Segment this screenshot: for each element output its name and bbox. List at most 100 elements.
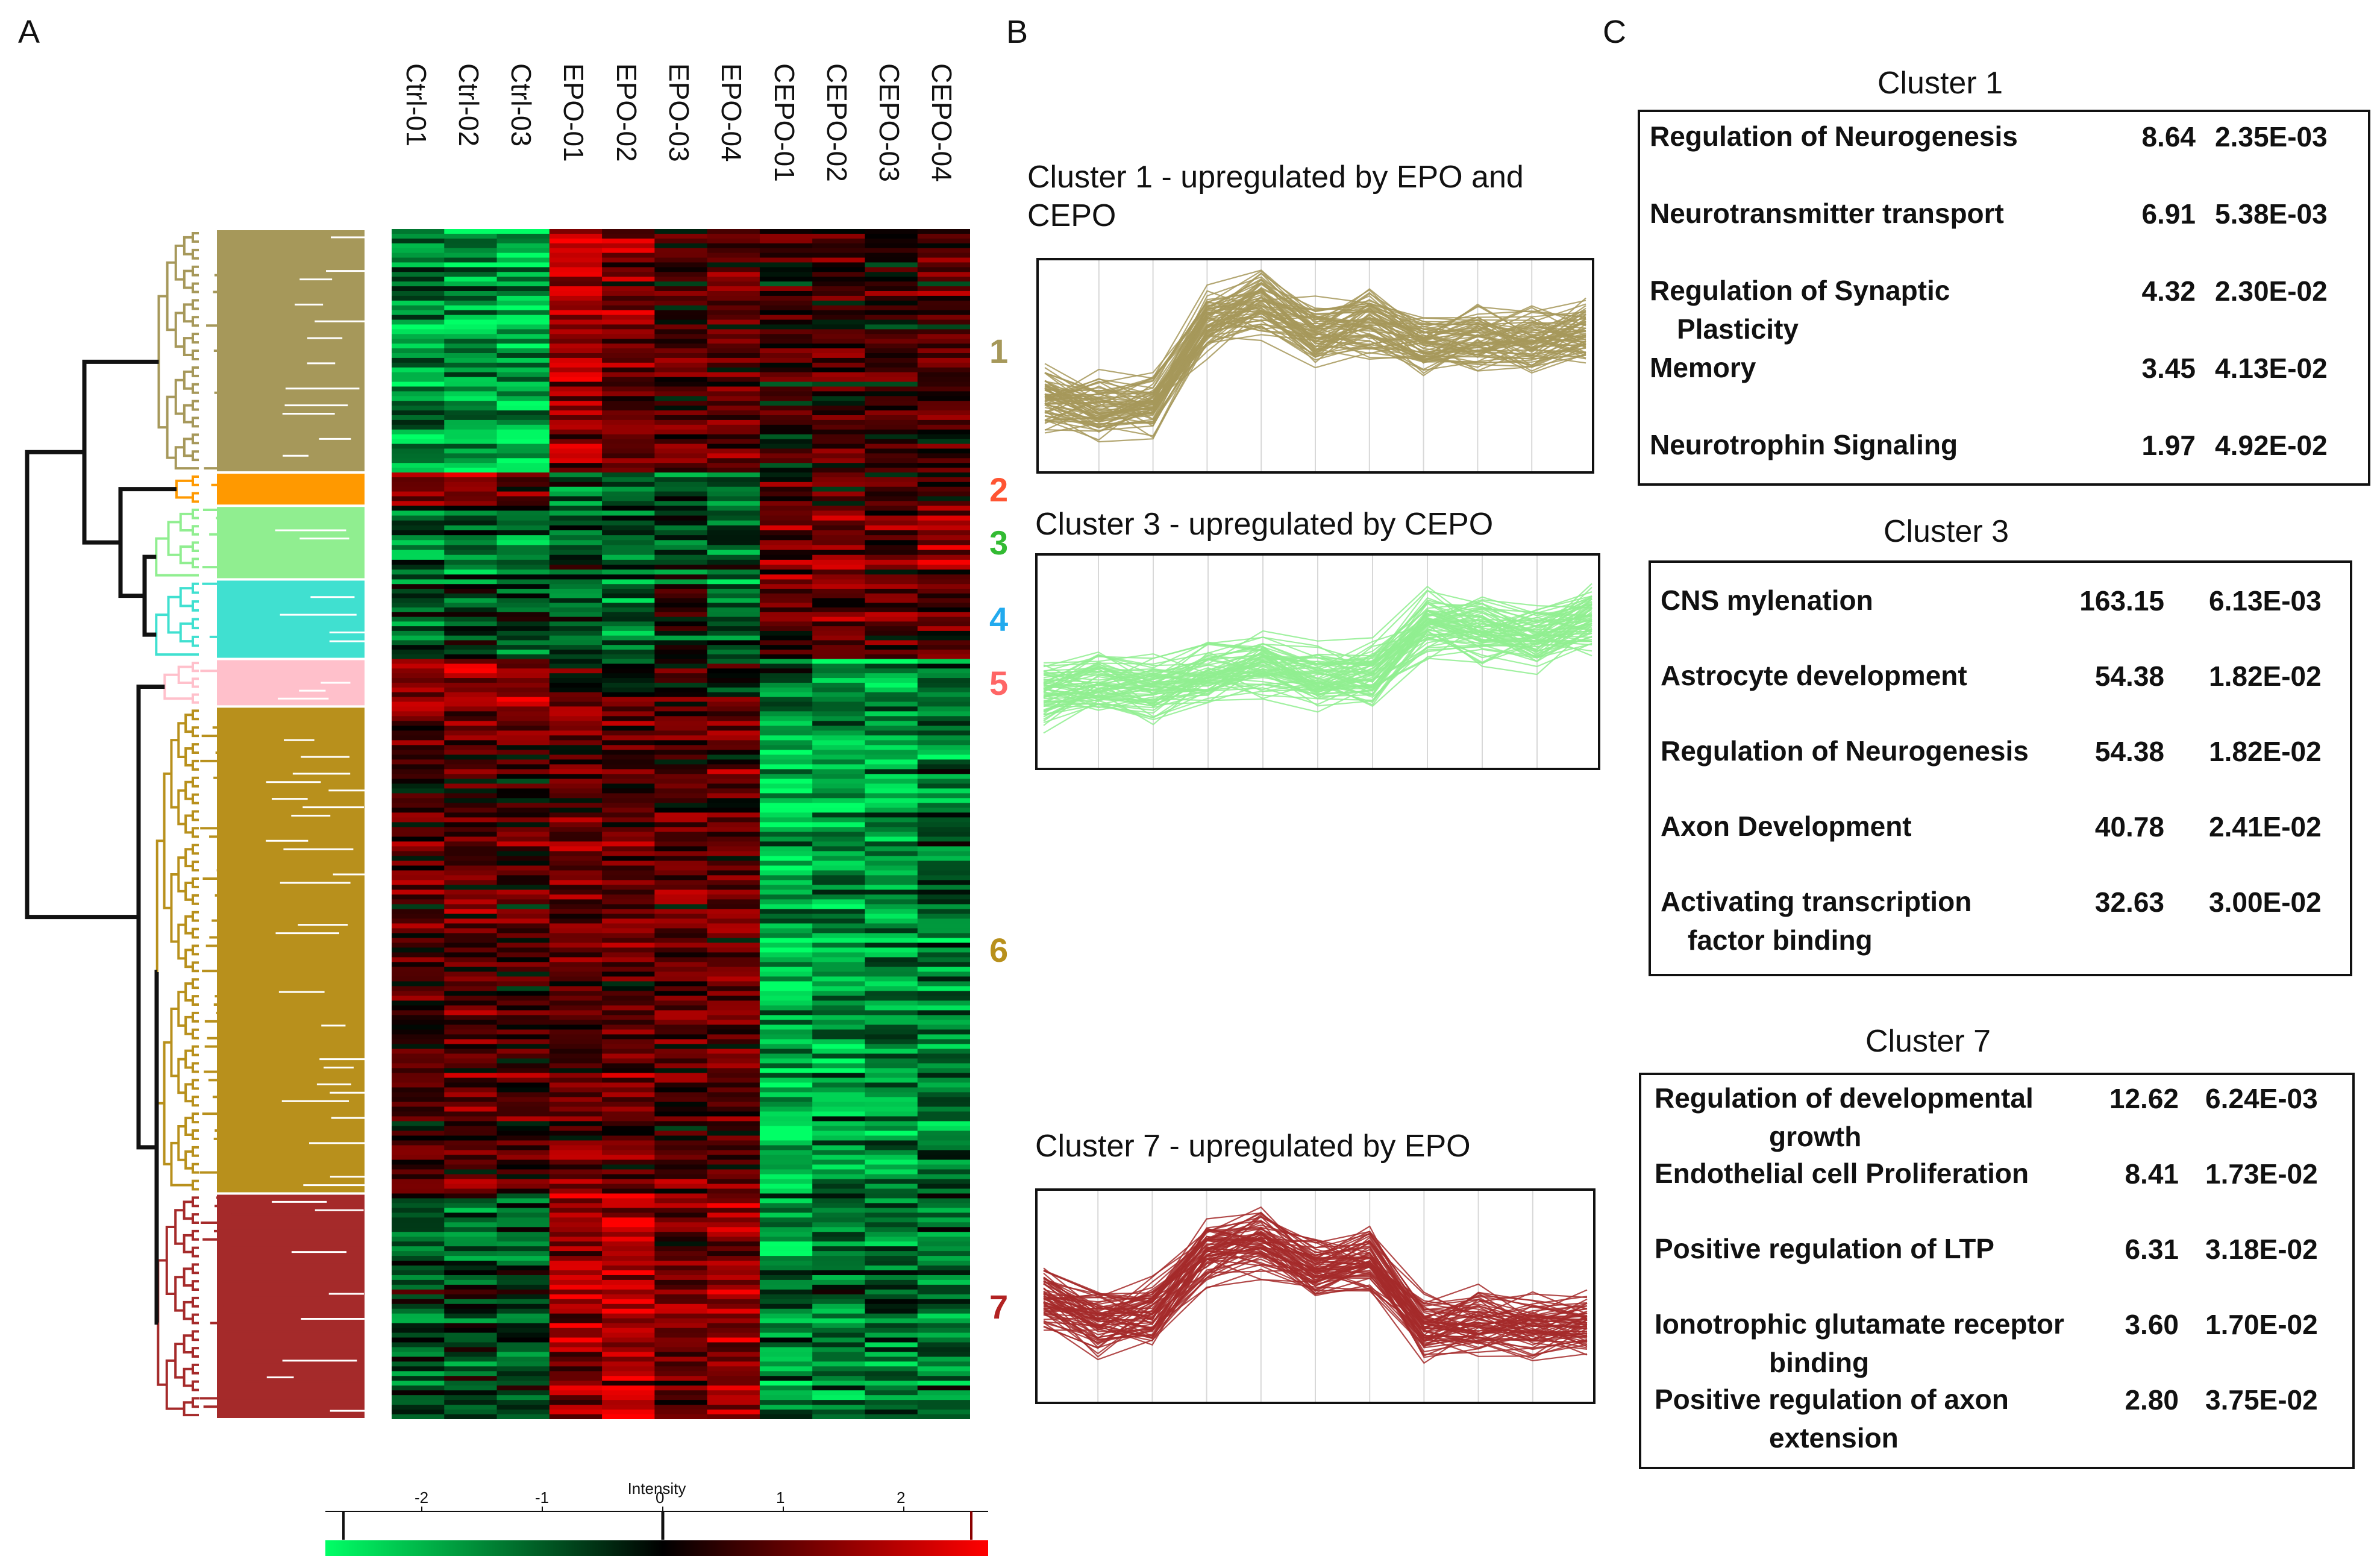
heatmap-cell [707, 453, 760, 459]
dendrogram-branch [192, 333, 199, 344]
heatmap-cell [392, 377, 445, 383]
heatmap-cell [707, 1159, 760, 1165]
heatmap-cell [602, 1299, 655, 1305]
heatmap-cell [444, 861, 498, 867]
heatmap-cell [496, 716, 550, 721]
heatmap-cell [707, 1145, 760, 1151]
heatmap-cell [444, 419, 498, 425]
heatmap-cell [917, 788, 970, 794]
heatmap-cell [917, 453, 970, 459]
heatmap-cell [654, 1410, 708, 1415]
heatmap-cell [759, 1232, 813, 1237]
dendrogram-branch [192, 299, 199, 310]
heatmap-cell [865, 880, 918, 886]
heatmap-cell [392, 569, 445, 575]
heatmap-cell [654, 1385, 708, 1391]
heatmap-cell [602, 783, 655, 789]
heatmap-cell [707, 540, 760, 546]
heatmap-cell [812, 889, 866, 895]
heatmap-cell [707, 233, 760, 239]
heatmap-cell [917, 1029, 970, 1035]
heatmap-cell [392, 424, 445, 430]
heatmap-cell [865, 257, 918, 263]
heatmap-cell [812, 952, 866, 958]
heatmap-cell [602, 1010, 655, 1016]
heatmap-cell [865, 267, 918, 272]
heatmap-cell [917, 909, 970, 915]
heatmap-cell [496, 248, 550, 254]
heatmap-cell [707, 626, 760, 632]
heatmap-cell [654, 439, 708, 445]
heatmap-cell [707, 1266, 760, 1271]
heatmap-cell [865, 300, 918, 306]
heatmap-cell [392, 711, 445, 717]
heatmap-cell [496, 1015, 550, 1021]
heatmap-cell [392, 967, 445, 973]
heatmap-cell [917, 1188, 970, 1194]
heatmap-cell [917, 1342, 970, 1348]
go-table-cluster-7 [1639, 1073, 2355, 1469]
heatmap-cell [865, 429, 918, 435]
heatmap-cell [707, 697, 760, 703]
heatmap-cell [654, 682, 708, 688]
heatmap-cell [654, 277, 708, 282]
heatmap-cell [602, 238, 655, 244]
heatmap-cell [759, 506, 813, 512]
heatmap-cell [759, 1131, 813, 1137]
heatmap-cell [812, 798, 866, 803]
heatmap-cell [917, 406, 970, 411]
heatmap-cell [812, 1251, 866, 1256]
heatmap-cell [549, 716, 603, 721]
heatmap-cell [865, 745, 918, 750]
heatmap-cell [759, 1068, 813, 1074]
heatmap-cell [759, 659, 813, 664]
heatmap-cell [759, 491, 813, 497]
heatmap-cell [812, 267, 866, 272]
heatmap-cell [392, 1361, 445, 1367]
heatmap-cell [549, 579, 603, 585]
heatmap-cell [549, 996, 603, 1002]
heatmap-cell [865, 1289, 918, 1295]
heatmap-cell [759, 1313, 813, 1319]
heatmap-cell [812, 262, 866, 268]
heatmap-cell [865, 1140, 918, 1146]
go-fold-enrichment: 3.60 [2125, 1309, 2179, 1340]
heatmap-cell [917, 976, 970, 982]
heatmap-cell [654, 472, 708, 478]
dendrogram-branch [192, 492, 199, 503]
heatmap-cell [392, 434, 445, 440]
heatmap-cell [602, 481, 655, 488]
heatmap-cell [602, 1193, 655, 1199]
heatmap-cell [496, 410, 550, 416]
heatmap-cell [759, 1126, 813, 1132]
heatmap-cell [549, 1246, 603, 1252]
heatmap-cell [654, 885, 708, 891]
heatmap-cell [812, 673, 866, 679]
dendrogram-branch [192, 927, 199, 939]
heatmap-cell [917, 962, 970, 968]
heatmap-cell [392, 406, 445, 411]
heatmap-cell [707, 472, 760, 478]
heatmap-cell [865, 1299, 918, 1305]
heatmap-cell [654, 938, 708, 944]
heatmap-cell [812, 1208, 866, 1213]
dendrogram-branch [192, 759, 199, 771]
heatmap-cell [759, 598, 813, 603]
heatmap-cell [602, 952, 655, 958]
heatmap-cluster-1 [392, 229, 970, 473]
heatmap-cell [549, 1169, 603, 1175]
heatmap-cell [654, 1198, 708, 1204]
heatmap-cell [812, 1241, 866, 1247]
heatmap-cell [654, 1044, 708, 1050]
heatmap-cell [392, 730, 445, 736]
heatmap-cell [707, 616, 760, 622]
heatmap-cell [917, 1261, 970, 1266]
heatmap-cell [549, 914, 603, 920]
heatmap-cell [707, 281, 760, 287]
heatmap-cell [392, 1082, 445, 1088]
heatmap-cell [444, 706, 498, 712]
heatmap-cell [549, 329, 603, 334]
heatmap-cell [865, 439, 918, 445]
go-term: Neurotransmitter transport [1650, 198, 2004, 229]
heatmap-cell [917, 1179, 970, 1185]
